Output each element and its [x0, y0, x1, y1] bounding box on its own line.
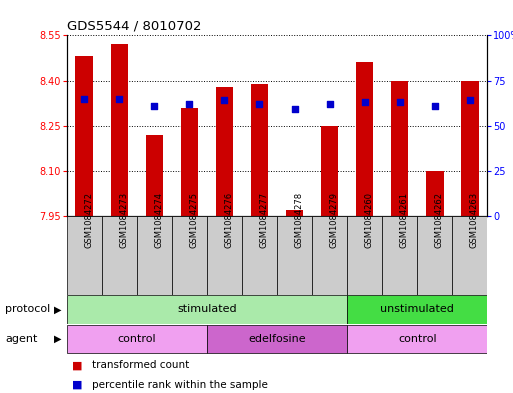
- Text: transformed count: transformed count: [92, 360, 190, 371]
- Text: ▶: ▶: [54, 305, 62, 314]
- Bar: [347, 216, 382, 295]
- Text: ■: ■: [72, 360, 82, 371]
- Bar: [146, 135, 163, 216]
- Bar: [461, 81, 479, 216]
- Text: GSM1084278: GSM1084278: [294, 192, 304, 248]
- Point: [115, 95, 123, 102]
- Bar: [102, 216, 137, 295]
- Point: [150, 103, 159, 109]
- Text: GSM1084272: GSM1084272: [84, 192, 93, 248]
- Text: unstimulated: unstimulated: [380, 305, 454, 314]
- Text: GSM1084279: GSM1084279: [329, 192, 339, 248]
- Point: [220, 97, 228, 104]
- Text: percentile rank within the sample: percentile rank within the sample: [92, 380, 268, 390]
- Point: [361, 99, 369, 105]
- Bar: [347, 325, 487, 353]
- Text: control: control: [117, 334, 156, 344]
- Text: edelfosine: edelfosine: [248, 334, 306, 344]
- Text: ■: ■: [72, 380, 82, 390]
- Text: control: control: [398, 334, 437, 344]
- Text: GDS5544 / 8010702: GDS5544 / 8010702: [67, 20, 201, 33]
- Bar: [215, 86, 233, 216]
- Bar: [277, 216, 312, 295]
- Text: GSM1084276: GSM1084276: [224, 192, 233, 248]
- Bar: [67, 216, 102, 295]
- Point: [290, 107, 299, 113]
- Bar: [417, 216, 452, 295]
- Bar: [67, 296, 347, 324]
- Text: GSM1084275: GSM1084275: [189, 192, 199, 248]
- Text: GSM1084262: GSM1084262: [435, 192, 444, 248]
- Text: GSM1084261: GSM1084261: [400, 192, 409, 248]
- Bar: [181, 108, 198, 216]
- Point: [185, 101, 193, 107]
- Point: [325, 101, 333, 107]
- Bar: [207, 325, 347, 353]
- Text: protocol: protocol: [5, 305, 50, 314]
- Bar: [75, 57, 93, 216]
- Bar: [110, 44, 128, 216]
- Bar: [67, 325, 207, 353]
- Point: [396, 99, 404, 105]
- Bar: [452, 216, 487, 295]
- Bar: [137, 216, 172, 295]
- Bar: [382, 216, 417, 295]
- Text: GSM1084260: GSM1084260: [365, 192, 373, 248]
- Text: GSM1084263: GSM1084263: [470, 192, 479, 248]
- Text: stimulated: stimulated: [177, 305, 236, 314]
- Text: GSM1084277: GSM1084277: [260, 192, 268, 248]
- Bar: [207, 216, 242, 295]
- Text: agent: agent: [5, 334, 37, 344]
- Bar: [321, 126, 339, 216]
- Bar: [286, 210, 303, 216]
- Bar: [251, 84, 268, 216]
- Point: [255, 101, 264, 107]
- Bar: [312, 216, 347, 295]
- Bar: [172, 216, 207, 295]
- Text: GSM1084274: GSM1084274: [154, 192, 163, 248]
- Bar: [242, 216, 277, 295]
- Point: [466, 97, 474, 104]
- Point: [430, 103, 439, 109]
- Text: GSM1084273: GSM1084273: [119, 192, 128, 248]
- Bar: [347, 296, 487, 324]
- Point: [80, 95, 88, 102]
- Bar: [391, 81, 408, 216]
- Text: ▶: ▶: [54, 334, 62, 344]
- Bar: [426, 171, 444, 216]
- Bar: [356, 62, 373, 216]
